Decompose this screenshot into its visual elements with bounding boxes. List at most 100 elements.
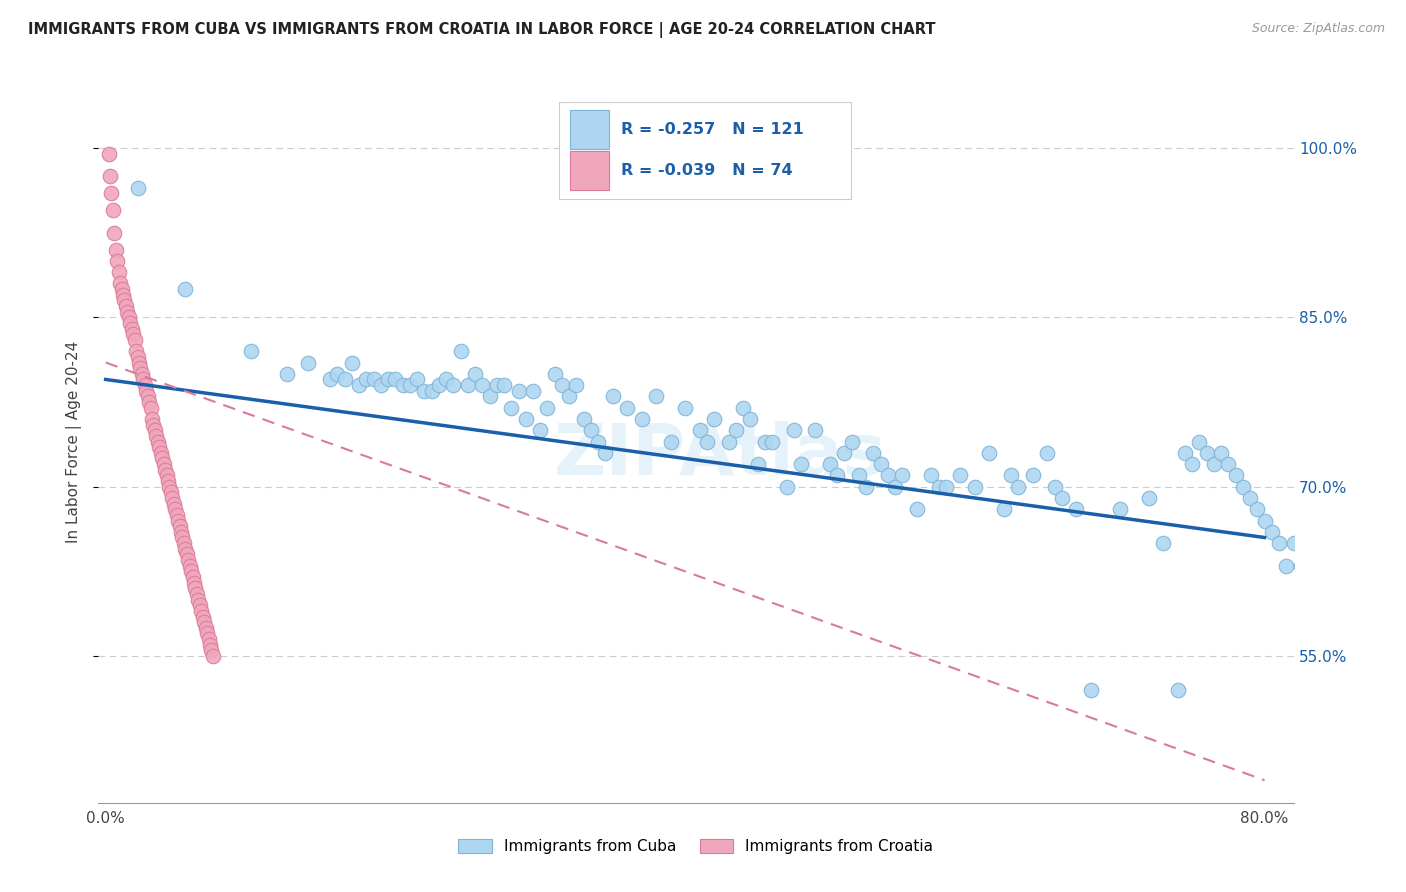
- Point: [297, 355, 319, 369]
- Y-axis label: In Labor Force | Age 20-24: In Labor Force | Age 20-24: [66, 341, 83, 542]
- Point: [197, 632, 219, 646]
- Point: [1253, 514, 1275, 528]
- Point: [195, 626, 218, 640]
- Point: [124, 333, 146, 347]
- Point: [347, 378, 370, 392]
- Point: [696, 434, 718, 449]
- Point: [790, 457, 813, 471]
- Point: [558, 389, 581, 403]
- Point: [457, 378, 479, 392]
- Point: [905, 502, 928, 516]
- Point: [595, 446, 617, 460]
- Point: [1152, 536, 1174, 550]
- Legend: Immigrants from Cuba, Immigrants from Croatia: Immigrants from Cuba, Immigrants from Cr…: [453, 832, 939, 860]
- Point: [1064, 502, 1087, 516]
- Point: [156, 474, 179, 488]
- Point: [1225, 468, 1247, 483]
- Point: [1000, 468, 1022, 483]
- Point: [920, 468, 942, 483]
- Point: [1167, 682, 1189, 697]
- Point: [565, 378, 588, 392]
- Point: [1218, 457, 1240, 471]
- Point: [478, 389, 501, 403]
- Point: [181, 570, 204, 584]
- Point: [963, 480, 986, 494]
- Point: [818, 457, 841, 471]
- Point: [1282, 536, 1305, 550]
- Point: [1268, 536, 1291, 550]
- Text: ZIPAtlas: ZIPAtlas: [554, 422, 886, 491]
- Point: [142, 417, 165, 432]
- Point: [166, 508, 188, 522]
- Point: [572, 412, 595, 426]
- Point: [276, 367, 298, 381]
- Point: [326, 367, 349, 381]
- Point: [1261, 524, 1284, 539]
- Point: [115, 299, 138, 313]
- Point: [356, 372, 378, 386]
- Point: [167, 514, 190, 528]
- Point: [155, 468, 177, 483]
- Point: [384, 372, 406, 386]
- Point: [1195, 446, 1218, 460]
- Point: [775, 480, 797, 494]
- Point: [717, 434, 740, 449]
- Point: [122, 327, 145, 342]
- Point: [441, 378, 464, 392]
- Point: [869, 457, 891, 471]
- Point: [105, 253, 128, 268]
- Point: [157, 480, 180, 494]
- Point: [173, 536, 195, 550]
- Point: [141, 412, 163, 426]
- Point: [804, 423, 827, 437]
- Point: [1036, 446, 1059, 460]
- Point: [176, 548, 198, 562]
- Point: [333, 372, 356, 386]
- Point: [186, 587, 208, 601]
- Point: [434, 372, 457, 386]
- Point: [165, 502, 187, 516]
- Point: [104, 243, 127, 257]
- Point: [1232, 480, 1254, 494]
- Point: [129, 361, 152, 376]
- Point: [112, 287, 135, 301]
- Point: [602, 389, 624, 403]
- Point: [107, 265, 129, 279]
- FancyBboxPatch shape: [558, 102, 852, 200]
- Point: [363, 372, 385, 386]
- Point: [1289, 558, 1312, 573]
- Point: [508, 384, 530, 398]
- Point: [391, 378, 413, 392]
- Point: [162, 491, 184, 505]
- Point: [979, 446, 1001, 460]
- Point: [127, 350, 149, 364]
- Point: [118, 310, 141, 325]
- Point: [188, 599, 211, 613]
- Point: [1275, 558, 1298, 573]
- Point: [191, 609, 214, 624]
- Point: [877, 468, 900, 483]
- Point: [949, 468, 972, 483]
- Point: [659, 434, 682, 449]
- Point: [1108, 502, 1130, 516]
- Point: [471, 378, 494, 392]
- Point: [127, 180, 149, 194]
- Text: R = -0.257   N = 121: R = -0.257 N = 121: [620, 122, 803, 136]
- Point: [1007, 480, 1029, 494]
- Point: [177, 553, 200, 567]
- FancyBboxPatch shape: [571, 151, 609, 191]
- Point: [194, 621, 217, 635]
- Point: [740, 412, 762, 426]
- Point: [108, 277, 131, 291]
- Point: [586, 434, 609, 449]
- Point: [522, 384, 544, 398]
- Text: R = -0.039   N = 74: R = -0.039 N = 74: [620, 163, 793, 178]
- Point: [370, 378, 392, 392]
- Point: [1319, 582, 1341, 596]
- Point: [1312, 570, 1334, 584]
- Point: [198, 638, 221, 652]
- Point: [134, 378, 156, 392]
- Point: [340, 355, 363, 369]
- Point: [125, 344, 148, 359]
- Point: [1022, 468, 1045, 483]
